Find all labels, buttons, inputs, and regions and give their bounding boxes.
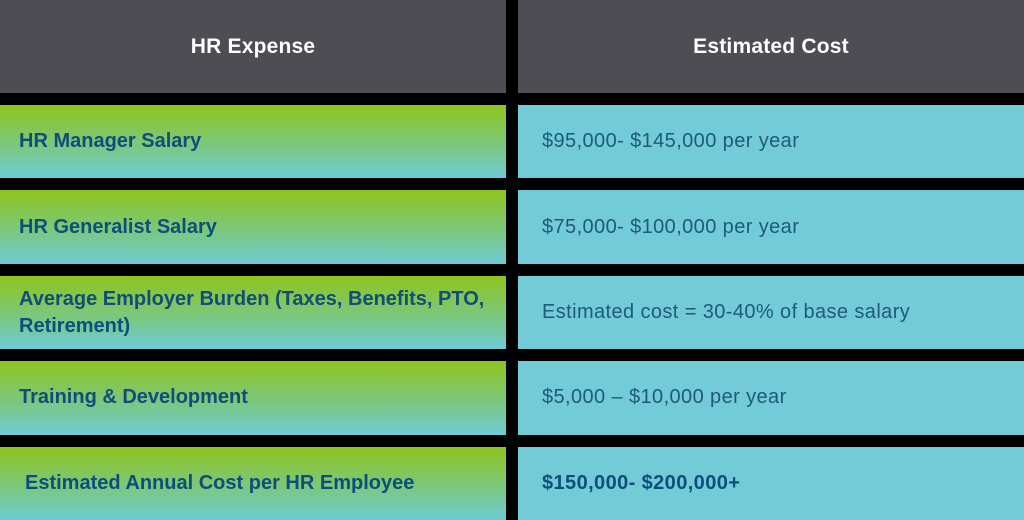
cost-value: $150,000- $200,000+ — [542, 471, 741, 494]
expense-cell: Average Employer Burden (Taxes, Benefits… — [0, 275, 506, 350]
cost-value: $75,000- $100,000 per year — [542, 215, 800, 238]
table-row-estimated-annual-cost: Estimated Annual Cost per HR Employee $1… — [0, 446, 1024, 520]
table-row-hr-generalist-salary: HR Generalist Salary $75,000- $100,000 p… — [0, 190, 1024, 264]
expense-label: Average Employer Burden (Taxes, Benefits… — [19, 287, 485, 337]
expense-label: HR Generalist Salary — [19, 215, 217, 238]
expense-cell: HR Manager Salary — [0, 105, 506, 179]
expense-cell: HR Generalist Salary — [0, 190, 506, 264]
expense-label: Training & Development — [19, 386, 248, 409]
cost-cell: $150,000- $200,000+ — [518, 446, 1024, 520]
table-row-employer-burden: Average Employer Burden (Taxes, Benefits… — [0, 275, 1024, 350]
header-estimated-cost: Estimated Cost — [518, 0, 1024, 93]
table-row-hr-manager-salary: HR Manager Salary $95,000- $145,000 per … — [0, 105, 1024, 179]
header-estimated-cost-label: Estimated Cost — [693, 34, 849, 58]
expense-label: HR Manager Salary — [19, 130, 202, 153]
cost-cell: $5,000 – $10,000 per year — [518, 361, 1024, 435]
cost-value: $5,000 – $10,000 per year — [542, 386, 787, 409]
cost-cell: Estimated cost = 30-40% of base salary — [518, 275, 1024, 350]
header-hr-expense: HR Expense — [0, 0, 506, 93]
table-row-training-development: Training & Development $5,000 – $10,000 … — [0, 361, 1024, 435]
cost-cell: $75,000- $100,000 per year — [518, 190, 1024, 264]
table-header-row: HR Expense Estimated Cost — [0, 0, 1024, 93]
cost-cell: $95,000- $145,000 per year — [518, 105, 1024, 179]
cost-value: Estimated cost = 30-40% of base salary — [542, 301, 911, 324]
expense-cell: Training & Development — [0, 361, 506, 435]
header-hr-expense-label: HR Expense — [190, 34, 316, 58]
cost-value: $95,000- $145,000 per year — [542, 130, 800, 153]
expense-label: Estimated Annual Cost per HR Employee — [25, 471, 415, 494]
expense-cell: Estimated Annual Cost per HR Employee — [0, 446, 506, 520]
